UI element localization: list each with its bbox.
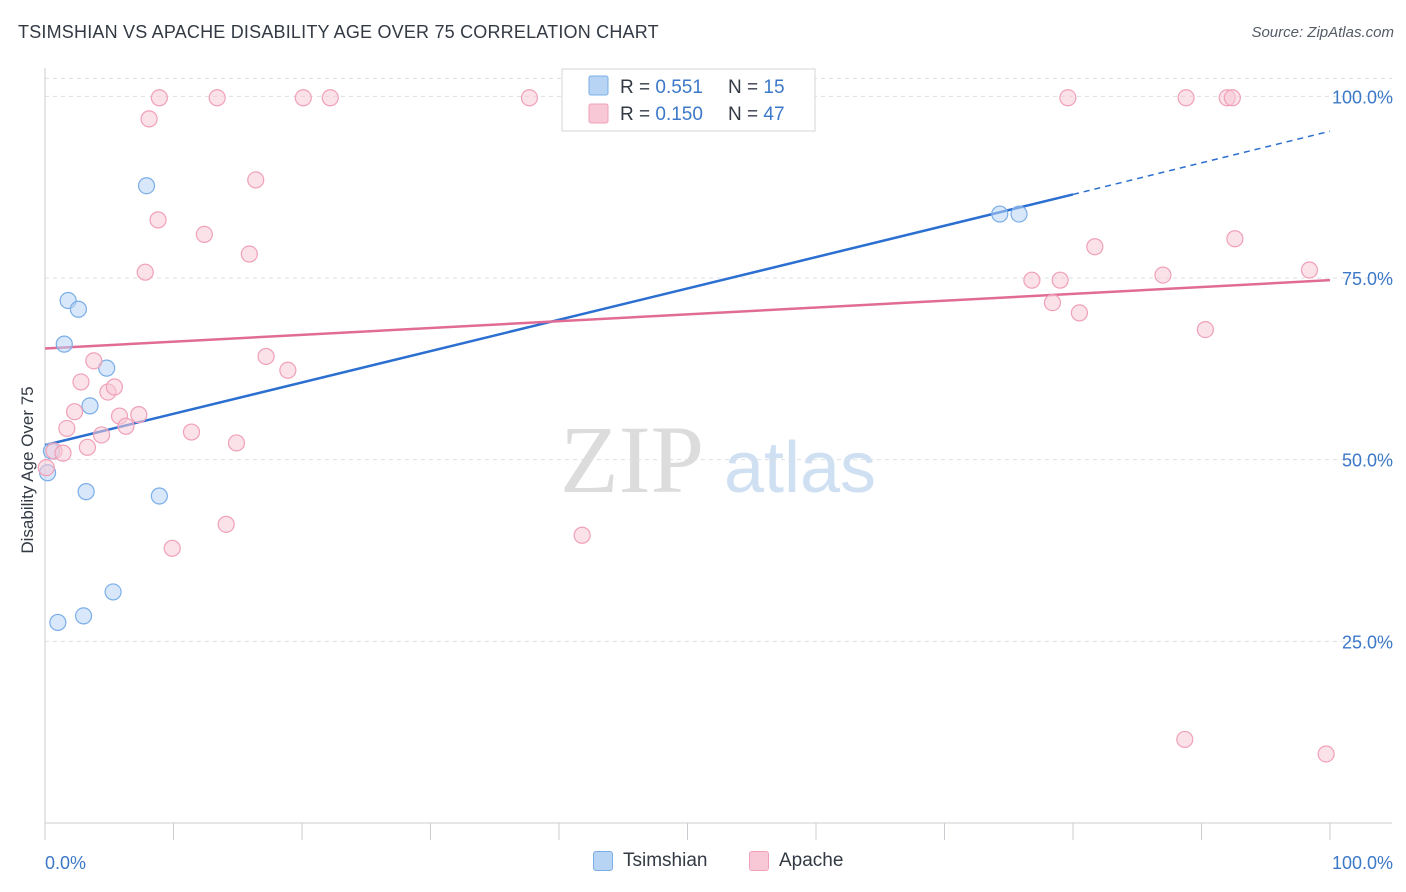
bottom-legend-tsimshian: Tsimshian: [593, 850, 707, 872]
apache-point-44: [1226, 230, 1244, 248]
apache-point-43: [1223, 89, 1241, 107]
apache-point-39: [1176, 730, 1194, 749]
apache-point-34: [1051, 271, 1069, 289]
apache-point-21: [208, 89, 226, 107]
svg-text:N = 15: N = 15: [728, 77, 785, 98]
legend-r-label-2: R =: [620, 104, 655, 125]
gridlines: [45, 77, 1392, 642]
apache-point-24: [240, 245, 258, 263]
tsimshian-label: Tsimshian: [623, 850, 708, 871]
apache-point-2: [54, 444, 72, 462]
tsimshian-point-14: [1010, 205, 1028, 223]
apache-point-45: [1300, 261, 1319, 279]
apache-point-46: [1317, 745, 1335, 763]
tsimshian-point-8: [81, 397, 99, 415]
apache-point-19: [182, 423, 201, 441]
legend-swatch-apache: [588, 103, 609, 124]
legend-r-value-1: 0.551: [655, 77, 703, 98]
apache-point-12: [117, 417, 135, 435]
x-tick-labels: 0.0% 100.0%: [45, 853, 1393, 873]
legend-n-value-1: 15: [763, 77, 784, 98]
y-tick-labels: 25.0% 50.0% 75.0% 100.0%: [1332, 87, 1393, 652]
apache-point-5: [72, 373, 90, 391]
tsimshian-point-9: [98, 359, 116, 377]
apache-point-23: [227, 434, 246, 452]
axes: [44, 68, 1392, 840]
source-label: Source: ZipAtlas.com: [1251, 24, 1394, 41]
apache-point-33: [1043, 294, 1062, 312]
bottom-legend-apache: Apache: [749, 850, 843, 872]
legend-n-value-2: 47: [763, 104, 784, 125]
legend-box: R = 0.551 N = 15 R = 0.150 N = 47: [561, 68, 816, 132]
tsimshian-point-7: [77, 483, 95, 501]
apache-point-10: [105, 378, 123, 396]
apache-point-38: [1154, 266, 1172, 284]
trend-lines: [44, 130, 1331, 447]
apache-point-0: [37, 459, 55, 477]
x-tick-label-min: 0.0%: [45, 853, 86, 873]
svg-text:N = 47: N = 47: [728, 104, 785, 125]
apache-point-22: [217, 515, 235, 533]
tsimshian-trend-extension: [1072, 130, 1331, 196]
legend-swatch-tsimshian: [588, 75, 609, 96]
apache-point-15: [140, 110, 158, 128]
legend-n-label-1: N =: [728, 77, 763, 98]
apache-point-41: [1196, 320, 1214, 339]
tsimshian-point-10: [104, 583, 122, 601]
apache-point-18: [163, 539, 181, 557]
apache-point-36: [1070, 304, 1089, 322]
apache-point-16: [149, 211, 167, 229]
y-tick-label-100: 100.0%: [1332, 87, 1393, 107]
tsimshian-point-11: [137, 177, 156, 195]
y-tick-label-25: 25.0%: [1342, 632, 1393, 652]
apache-point-32: [1023, 271, 1041, 289]
apache-label: Apache: [779, 850, 844, 871]
apache-swatch: [749, 851, 769, 871]
bottom-legend: Tsimshian Apache: [0, 850, 1406, 880]
apache-point-14: [136, 263, 154, 281]
apache-point-29: [321, 89, 339, 107]
apache-point-7: [85, 352, 103, 370]
apache-point-26: [257, 347, 275, 366]
apache-point-13: [130, 406, 148, 424]
tsimshian-point-6: [74, 607, 93, 625]
apache-point-25: [247, 171, 265, 189]
apache-point-40: [1177, 89, 1195, 107]
apache-point-27: [279, 361, 297, 379]
legend-r-value-2: 0.150: [655, 104, 703, 125]
tsimshian-point-3: [55, 335, 73, 353]
tsimshian-point-12: [150, 487, 168, 505]
apache-trend-line: [44, 278, 1331, 350]
apache-point-8: [92, 426, 111, 444]
apache-point-35: [1059, 89, 1077, 107]
apache-point-28: [294, 89, 312, 107]
apache-point-30: [520, 89, 539, 107]
svg-text:R = 0.551: R = 0.551: [620, 77, 703, 98]
tsimshian-swatch: [593, 851, 613, 871]
y-tick-label-50: 50.0%: [1342, 451, 1393, 471]
watermark-atlas: atlas: [724, 428, 876, 508]
apache-point-6: [78, 438, 97, 456]
apache-point-37: [1086, 238, 1104, 256]
legend-n-label-2: N =: [728, 104, 763, 125]
y-tick-label-75: 75.0%: [1342, 269, 1393, 289]
apache-point-31: [573, 526, 591, 544]
x-tick-label-max: 100.0%: [1332, 853, 1393, 873]
tsimshian-point-2: [49, 613, 67, 632]
data-points: [37, 89, 1335, 763]
tsimshian-point-13: [991, 205, 1009, 223]
apache-point-20: [195, 225, 213, 243]
apache-point-4: [65, 403, 84, 421]
apache-point-17: [150, 89, 168, 107]
tsimshian-point-5: [69, 300, 88, 318]
chart-title: TSIMSHIAN VS APACHE DISABILITY AGE OVER …: [18, 22, 659, 42]
tsimshian-trend-line: [44, 193, 1074, 447]
legend-r-label-1: R =: [620, 77, 655, 98]
y-axis-label: Disability Age Over 75: [18, 386, 37, 553]
apache-point-3: [58, 419, 76, 438]
svg-text:R = 0.150: R = 0.150: [620, 104, 703, 125]
